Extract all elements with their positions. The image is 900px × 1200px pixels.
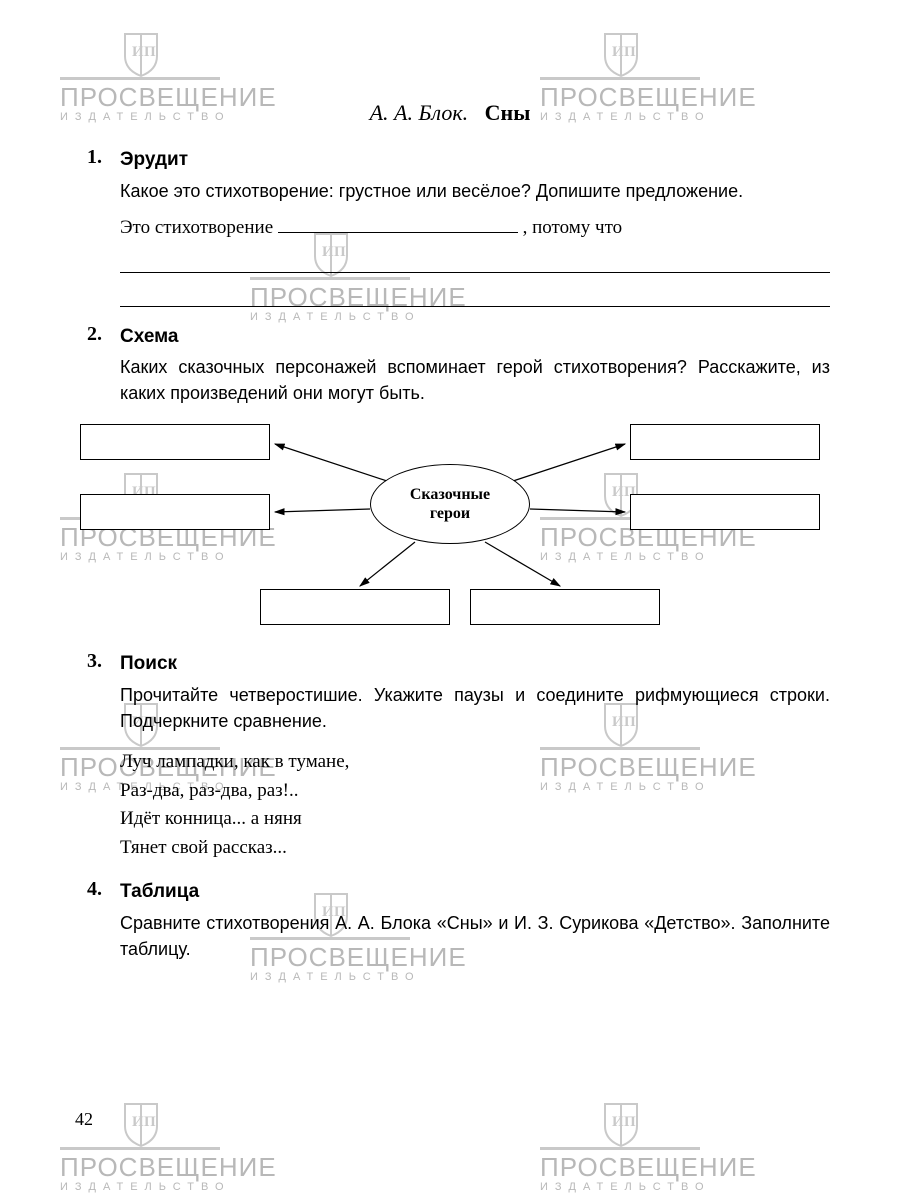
page-number: 42 bbox=[75, 1109, 93, 1130]
poem-line: Луч лампадки, как в тумане, bbox=[120, 748, 830, 777]
blank-field[interactable] bbox=[278, 214, 518, 233]
svg-text:П: П bbox=[624, 1114, 636, 1130]
fill-in-line[interactable]: Это стихотворение , потому что bbox=[120, 214, 830, 239]
task-heading: Таблица bbox=[120, 878, 830, 906]
poem-line: Тянет свой рассказ... bbox=[120, 834, 830, 863]
task-number: 1. bbox=[70, 146, 120, 204]
task-heading: Схема bbox=[120, 323, 830, 351]
author-name: А. А. Блок. bbox=[370, 100, 469, 125]
task-text: Какое это стихотворение: грустное или ве… bbox=[120, 178, 830, 204]
writing-line[interactable] bbox=[120, 281, 830, 307]
poem-line: Раз-два, раз-два, раз!.. bbox=[120, 777, 830, 806]
watermark: И П ПРОСВЕЩЕНИЕИЗДАТЕЛЬСТВО bbox=[540, 1100, 757, 1193]
fill-suffix: , потому что bbox=[523, 217, 623, 238]
task-1: 1. Эрудит Какое это стихотворение: груст… bbox=[70, 146, 830, 204]
svg-text:И: И bbox=[132, 1114, 144, 1130]
workbook-page: А. А. Блок. Сны 1. Эрудит Какое это стих… bbox=[0, 0, 900, 1002]
task-2: 2. Схема Каких сказочных персонажей вспо… bbox=[70, 323, 830, 407]
diagram-center: Сказочные герои bbox=[370, 464, 530, 544]
fill-prefix: Это стихотворение bbox=[120, 217, 273, 238]
poem-line: Идёт конница... а няня bbox=[120, 805, 830, 834]
diagram-center-label: Сказочные герои bbox=[410, 485, 490, 523]
task-4: 4. Таблица Сравните стихотворения А. А. … bbox=[70, 878, 830, 962]
task-number: 2. bbox=[70, 323, 120, 407]
svg-text:И: И bbox=[612, 1114, 624, 1130]
poem-block: Луч лампадки, как в тумане, Раз-два, раз… bbox=[120, 748, 830, 862]
task-heading: Эрудит bbox=[120, 146, 830, 174]
task-number: 4. bbox=[70, 878, 120, 962]
writing-line[interactable] bbox=[120, 247, 830, 273]
task-text: Сравните стихотворения А. А. Блока «Сны»… bbox=[120, 910, 830, 962]
work-title: Сны bbox=[485, 100, 531, 125]
task-3: 3. Поиск Прочитайте четверостишие. Укажи… bbox=[70, 650, 830, 862]
concept-diagram: Сказочные герои bbox=[70, 424, 830, 634]
svg-text:П: П bbox=[144, 1114, 156, 1130]
task-text: Каких сказочных персонажей вспоминает ге… bbox=[120, 354, 830, 406]
page-title: А. А. Блок. Сны bbox=[70, 100, 830, 126]
task-number: 3. bbox=[70, 650, 120, 862]
task-text: Прочитайте четверостишие. Укажите паузы … bbox=[120, 682, 830, 734]
task-heading: Поиск bbox=[120, 650, 830, 678]
